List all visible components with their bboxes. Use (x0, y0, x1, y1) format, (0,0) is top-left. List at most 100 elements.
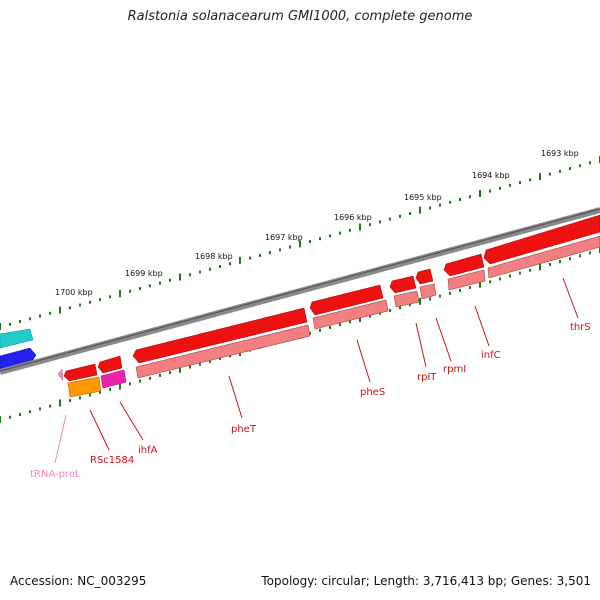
minor-tick (199, 362, 201, 366)
tick-label-1699: 1699 kbp (125, 269, 163, 278)
minor-tick (319, 237, 321, 241)
gene-label-RSc1584[interactable]: RSc1584 (90, 455, 134, 466)
tick-label-1697: 1697 kbp (265, 233, 303, 242)
minor-tick (169, 278, 171, 282)
cds-bars (67, 235, 600, 398)
minor-tick (369, 223, 371, 227)
minor-tick (489, 189, 491, 193)
minor-tick (209, 267, 211, 271)
minor-tick (399, 306, 401, 310)
minor-tick (549, 263, 551, 266)
minor-tick (469, 195, 471, 199)
minor-tick (249, 256, 251, 260)
major-tick (179, 365, 181, 373)
gene-arrows (57, 214, 600, 382)
minor-tick (9, 415, 11, 419)
cds-thrS[interactable] (487, 235, 600, 279)
minor-tick (449, 200, 451, 204)
cds-rplT[interactable] (393, 290, 420, 308)
major-tick (119, 382, 121, 390)
major-tick (0, 323, 1, 330)
major-tick (539, 263, 541, 271)
major-tick (419, 206, 421, 214)
major-tick (119, 290, 121, 298)
major-tick (0, 416, 1, 423)
minor-tick (399, 214, 401, 218)
major-tick (59, 306, 61, 314)
minor-tick (149, 376, 151, 380)
gene-label-ihfA[interactable]: ihfA (138, 445, 158, 456)
minor-tick (29, 317, 31, 321)
gene-rpmI-arrow[interactable] (415, 268, 434, 285)
tick-label-1700: 1700 kbp (55, 288, 93, 297)
cds-ihfA[interactable] (100, 369, 127, 389)
minor-tick (509, 183, 511, 187)
tick-label-1695: 1695 kbp (404, 193, 442, 202)
minor-tick (409, 212, 411, 215)
gene-tRNA-proL-arrow[interactable] (57, 368, 64, 382)
minor-tick (559, 260, 561, 264)
minor-tick (309, 331, 311, 335)
minor-tick (579, 254, 581, 258)
minor-tick (19, 320, 21, 323)
gene-rplT-arrow[interactable] (389, 275, 417, 294)
minor-tick (349, 228, 351, 232)
gene-label-tRNA-proL[interactable]: tRNA-proL (30, 469, 81, 480)
minor-tick (139, 379, 141, 383)
minor-tick (519, 181, 521, 185)
gene-label-infC[interactable]: infC (481, 350, 501, 361)
minor-tick (569, 167, 571, 170)
cds-infC[interactable] (447, 269, 486, 291)
gene-label-thrS[interactable]: thrS (570, 322, 591, 333)
minor-tick (549, 172, 551, 176)
gene-label-pheS[interactable]: pheS (360, 387, 385, 398)
gene-pheS-arrow[interactable] (309, 284, 384, 316)
cyan-feature[interactable] (0, 328, 34, 349)
major-tick (239, 256, 241, 264)
minor-tick (529, 268, 531, 272)
minor-tick (339, 323, 341, 327)
map-title: Ralstonia solanacearum GMI1000, complete… (127, 9, 473, 24)
minor-tick (449, 291, 451, 295)
minor-tick (109, 387, 111, 391)
minor-tick (389, 308, 391, 312)
minor-tick (469, 286, 471, 289)
cds-pheT[interactable] (135, 324, 311, 379)
minor-tick (9, 322, 11, 326)
minor-tick (499, 277, 501, 281)
major-tick (299, 240, 301, 248)
minor-tick (159, 373, 161, 377)
minor-tick (499, 186, 501, 190)
gene-pheT-arrow[interactable] (132, 307, 308, 364)
minor-tick (309, 240, 311, 243)
gene-ihfA-arrow[interactable] (97, 355, 123, 374)
minor-tick (589, 161, 591, 165)
major-tick (179, 273, 181, 281)
minor-tick (199, 270, 201, 274)
minor-tick (489, 280, 491, 284)
minor-tick (189, 273, 191, 277)
gene-RSc1584-arrow[interactable] (63, 363, 98, 382)
minor-tick (529, 178, 531, 182)
gene-infC-arrow[interactable] (443, 253, 485, 277)
minor-tick (189, 365, 191, 369)
minor-tick (209, 359, 211, 363)
cds-rpmI[interactable] (419, 283, 437, 300)
minor-tick (99, 390, 101, 394)
minor-tick (459, 288, 461, 292)
gene-label-rpmI[interactable]: rpmI (443, 364, 466, 375)
minor-tick (319, 328, 321, 332)
minor-tick (69, 399, 71, 403)
minor-tick (349, 320, 351, 324)
gene-label-pheT[interactable]: pheT (231, 424, 257, 435)
minor-tick (569, 257, 571, 261)
cds-pheS[interactable] (312, 299, 389, 330)
minor-tick (49, 404, 51, 408)
tick-label-1698: 1698 kbp (195, 252, 233, 261)
minor-tick (39, 407, 41, 411)
cds-RSc1584[interactable] (67, 376, 102, 398)
minor-tick (559, 169, 561, 173)
gene-label-rplT[interactable]: rplT (417, 372, 437, 383)
minor-tick (109, 295, 111, 299)
gene-thrS-arrow[interactable] (483, 214, 600, 265)
